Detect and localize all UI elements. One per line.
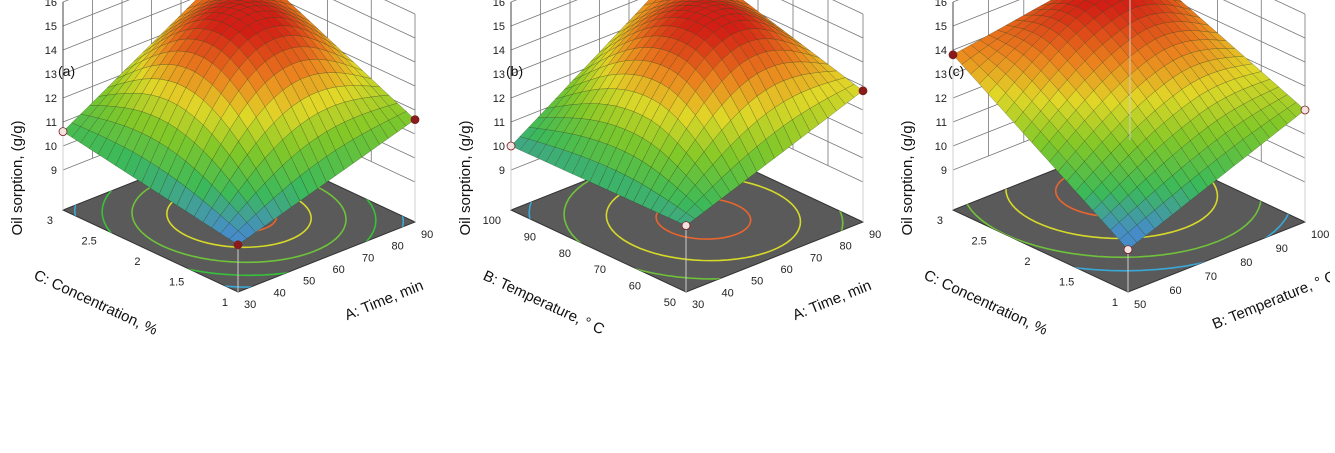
y-axis-title: C: Concentration, % xyxy=(31,267,160,339)
x-tick-label: 40 xyxy=(722,287,734,299)
y-tick-label: 50 xyxy=(664,297,676,309)
x-axis-title: A: Time, min xyxy=(342,277,426,324)
surface-patch xyxy=(1118,232,1138,250)
x-tick-label: 90 xyxy=(421,229,433,241)
x-tick-label: 80 xyxy=(840,241,852,253)
chart-group: 9 10 11 12 13 14 15 16 30 40 50 60 70 80 90 50 60 70 80 90 1… xyxy=(457,0,881,338)
design-point xyxy=(410,115,420,124)
x-tick-label: 50 xyxy=(751,276,763,288)
x-axis-title: B: Temperature, ° C xyxy=(1210,268,1330,333)
panel-label: (a) xyxy=(58,63,75,79)
design-point xyxy=(1123,245,1133,255)
surface-patch xyxy=(228,230,248,246)
x-tick-label: 50 xyxy=(303,276,315,288)
x-tick-label: 80 xyxy=(392,241,404,253)
z-tick-label: 14 xyxy=(935,45,947,57)
z-tick-label: 16 xyxy=(493,0,505,9)
y-tick-label: 1 xyxy=(1112,297,1118,309)
z-tick-label: 16 xyxy=(935,0,947,9)
surface-chart-a: 9 10 11 12 13 14 15 16 30 40 50 60 70 80 90 1 1.5 2 2.5 3 Oi… xyxy=(0,0,440,453)
y-tick-label: 90 xyxy=(524,231,536,243)
x-tick-label: 100 xyxy=(1311,229,1329,241)
x-tick-label: 30 xyxy=(692,299,704,311)
z-tick-label: 11 xyxy=(494,117,505,129)
z-tick-label: 15 xyxy=(45,21,57,33)
x-tick-label: 80 xyxy=(1240,257,1252,269)
surface-mesh xyxy=(510,0,864,226)
z-tick-label: 9 xyxy=(941,165,947,177)
z-tick-label: 15 xyxy=(493,21,505,33)
chart-group: 9 10 11 12 13 14 15 16 50 60 70 80 90 100 1 1.5 2 2.5 3 Oil… xyxy=(899,0,1330,339)
design-point xyxy=(1300,105,1310,115)
z-tick-label: 9 xyxy=(499,165,505,177)
z-tick-label: 16 xyxy=(45,0,57,9)
z-tick-label: 13 xyxy=(45,69,57,81)
y-tick-label: 2 xyxy=(134,256,140,268)
y-tick-label: 2.5 xyxy=(971,236,986,248)
panel-label: (b) xyxy=(506,63,523,79)
surface-mesh xyxy=(952,0,1306,250)
z-tick-label: 14 xyxy=(493,45,505,57)
y-tick-label: 100 xyxy=(483,215,501,227)
y-tick-label: 70 xyxy=(594,264,606,276)
y-axis-title: B: Temperature, ° C xyxy=(480,267,607,338)
y-axis-title: C: Concentration, % xyxy=(921,267,1050,339)
x-tick-label: 60 xyxy=(781,264,793,276)
y-tick-label: 1 xyxy=(222,297,228,309)
y-tick-label: 80 xyxy=(559,248,571,260)
x-tick-label: 60 xyxy=(333,264,345,276)
z-tick-label: 15 xyxy=(935,21,947,33)
x-tick-label: 60 xyxy=(1169,285,1181,297)
x-tick-label: 70 xyxy=(362,252,374,264)
x-axis-title: A: Time, min xyxy=(790,277,874,324)
x-tick-label: 30 xyxy=(244,299,256,311)
surface-chart-b-svg: 9 10 11 12 13 14 15 16 30 40 50 60 70 80 90 50 60 70 80 90 1… xyxy=(457,0,881,338)
design-point xyxy=(506,141,516,151)
z-tick-label: 12 xyxy=(45,93,57,105)
surface-chart-c: 9 10 11 12 13 14 15 16 50 60 70 80 90 100 1 1.5 2 2.5 3 Oil… xyxy=(890,0,1330,453)
panel-label: (c) xyxy=(948,63,964,79)
surface-chart-b: 9 10 11 12 13 14 15 16 30 40 50 60 70 80 90 50 60 70 80 90 1… xyxy=(448,0,888,453)
surface-chart-a-svg: 9 10 11 12 13 14 15 16 30 40 50 60 70 80 90 1 1.5 2 2.5 3 Oi… xyxy=(9,0,433,339)
design-point xyxy=(858,86,868,96)
z-tick-label: 9 xyxy=(51,165,57,177)
surface-patch xyxy=(676,212,696,226)
design-point xyxy=(58,127,68,137)
z-tick-label: 13 xyxy=(935,69,947,81)
z-tick-label: 13 xyxy=(493,69,505,81)
x-tick-label: 70 xyxy=(1205,271,1217,283)
y-tick-label: 60 xyxy=(629,281,641,293)
y-tick-label: 1.5 xyxy=(1059,277,1074,289)
z-axis-title: Oil sorption, (g/g) xyxy=(899,120,916,235)
surface-mesh xyxy=(62,0,416,246)
design-point xyxy=(233,240,243,250)
y-tick-label: 3 xyxy=(937,215,943,227)
z-tick-label: 12 xyxy=(935,93,947,105)
z-tick-label: 10 xyxy=(935,141,947,153)
z-axis-title: Oil sorption, (g/g) xyxy=(9,120,26,235)
y-tick-label: 2.5 xyxy=(81,236,96,248)
chart-group: 9 10 11 12 13 14 15 16 30 40 50 60 70 80 90 1 1.5 2 2.5 3 Oi… xyxy=(9,0,433,339)
z-tick-label: 14 xyxy=(45,45,57,57)
z-tick-label: 10 xyxy=(493,141,505,153)
surface-chart-c-svg: 9 10 11 12 13 14 15 16 50 60 70 80 90 100 1 1.5 2 2.5 3 Oil… xyxy=(899,0,1330,339)
x-tick-label: 90 xyxy=(869,229,881,241)
z-axis-title: Oil sorption, (g/g) xyxy=(457,120,474,235)
wall-gridline xyxy=(952,0,1306,39)
z-tick-label: 12 xyxy=(493,93,505,105)
z-tick-label: 11 xyxy=(46,117,57,129)
x-tick-label: 70 xyxy=(810,252,822,264)
x-tick-label: 50 xyxy=(1134,299,1146,311)
y-tick-label: 1.5 xyxy=(169,277,184,289)
y-tick-label: 2 xyxy=(1024,256,1030,268)
z-tick-label: 11 xyxy=(936,117,947,129)
x-tick-label: 90 xyxy=(1276,243,1288,255)
y-tick-label: 3 xyxy=(47,215,53,227)
z-tick-label: 10 xyxy=(45,141,57,153)
design-point xyxy=(948,50,958,60)
design-point xyxy=(681,221,691,231)
x-tick-label: 40 xyxy=(274,287,286,299)
